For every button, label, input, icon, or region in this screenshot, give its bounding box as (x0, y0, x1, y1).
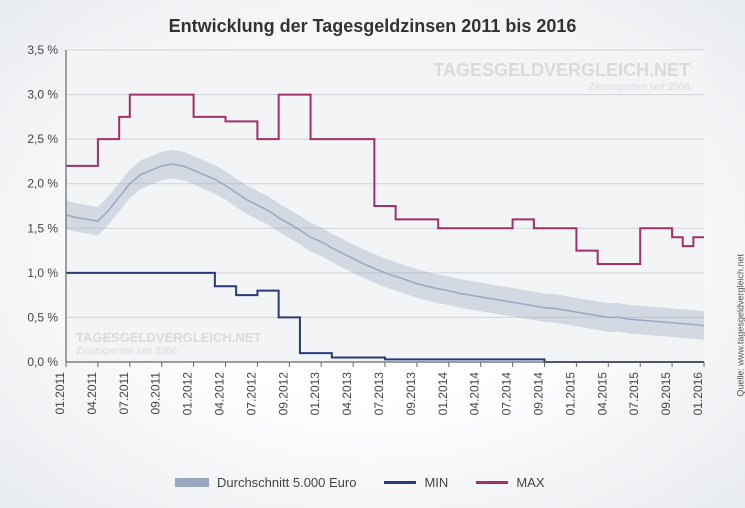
svg-text:Zinsexperten seit 2006: Zinsexperten seit 2006 (76, 346, 178, 357)
svg-text:3,0 %: 3,0 % (27, 88, 58, 102)
svg-text:2,5 %: 2,5 % (27, 132, 58, 146)
svg-text:01.2014: 01.2014 (436, 372, 450, 416)
svg-text:01.2016: 01.2016 (691, 372, 705, 416)
legend-label-avg: Durchschnitt 5.000 Euro (217, 475, 356, 490)
legend-item-avg: Durchschnitt 5.000 Euro (175, 475, 356, 490)
svg-text:01.2012: 01.2012 (181, 372, 195, 416)
svg-text:04.2011: 04.2011 (85, 372, 99, 415)
svg-text:3,5 %: 3,5 % (27, 43, 58, 57)
svg-text:0,0 %: 0,0 % (27, 355, 58, 369)
svg-text:07.2014: 07.2014 (500, 372, 514, 416)
svg-text:01.2011: 01.2011 (53, 372, 67, 415)
svg-text:TAGESGELDVERGLEICH.NET: TAGESGELDVERGLEICH.NET (76, 330, 261, 345)
svg-text:01.2015: 01.2015 (563, 372, 577, 416)
legend-label-min: MIN (424, 475, 448, 490)
svg-text:09.2015: 09.2015 (659, 372, 673, 416)
svg-text:1,5 %: 1,5 % (27, 221, 58, 235)
svg-text:04.2012: 04.2012 (213, 372, 227, 416)
svg-text:2,0 %: 2,0 % (27, 177, 58, 191)
chart-card: Entwicklung der Tagesgeldzinsen 2011 bis… (0, 0, 745, 508)
legend: Durchschnitt 5.000 Euro MIN MAX (175, 475, 544, 490)
legend-swatch-min (384, 481, 416, 484)
svg-text:09.2011: 09.2011 (149, 372, 163, 415)
svg-text:Zinsexperten seit 2006: Zinsexperten seit 2006 (589, 82, 691, 93)
svg-text:04.2013: 04.2013 (340, 372, 354, 416)
svg-text:07.2011: 07.2011 (117, 372, 131, 415)
svg-text:09.2012: 09.2012 (276, 372, 290, 416)
svg-text:07.2012: 07.2012 (244, 372, 258, 416)
chart-svg: 0,0 % 0,5 % 1,0 % 1,5 % 2,0 % 2,5 % 3,0 % 3,5 %… (0, 0, 745, 430)
legend-swatch-avg (175, 478, 209, 487)
svg-text:TAGESGELDVERGLEICH.NET: TAGESGELDVERGLEICH.NET (433, 60, 690, 80)
legend-label-max: MAX (516, 475, 544, 490)
svg-text:0,5 %: 0,5 % (27, 310, 58, 324)
legend-item-max: MAX (476, 475, 544, 490)
svg-text:09.2014: 09.2014 (532, 372, 546, 416)
legend-swatch-max (476, 481, 508, 484)
svg-text:07.2015: 07.2015 (627, 372, 641, 416)
legend-item-min: MIN (384, 475, 448, 490)
svg-text:1,0 %: 1,0 % (27, 266, 58, 280)
svg-text:04.2015: 04.2015 (595, 372, 609, 416)
svg-text:09.2013: 09.2013 (404, 372, 418, 416)
svg-text:04.2014: 04.2014 (468, 372, 482, 416)
svg-text:07.2013: 07.2013 (372, 372, 386, 416)
svg-text:01.2013: 01.2013 (308, 372, 322, 416)
